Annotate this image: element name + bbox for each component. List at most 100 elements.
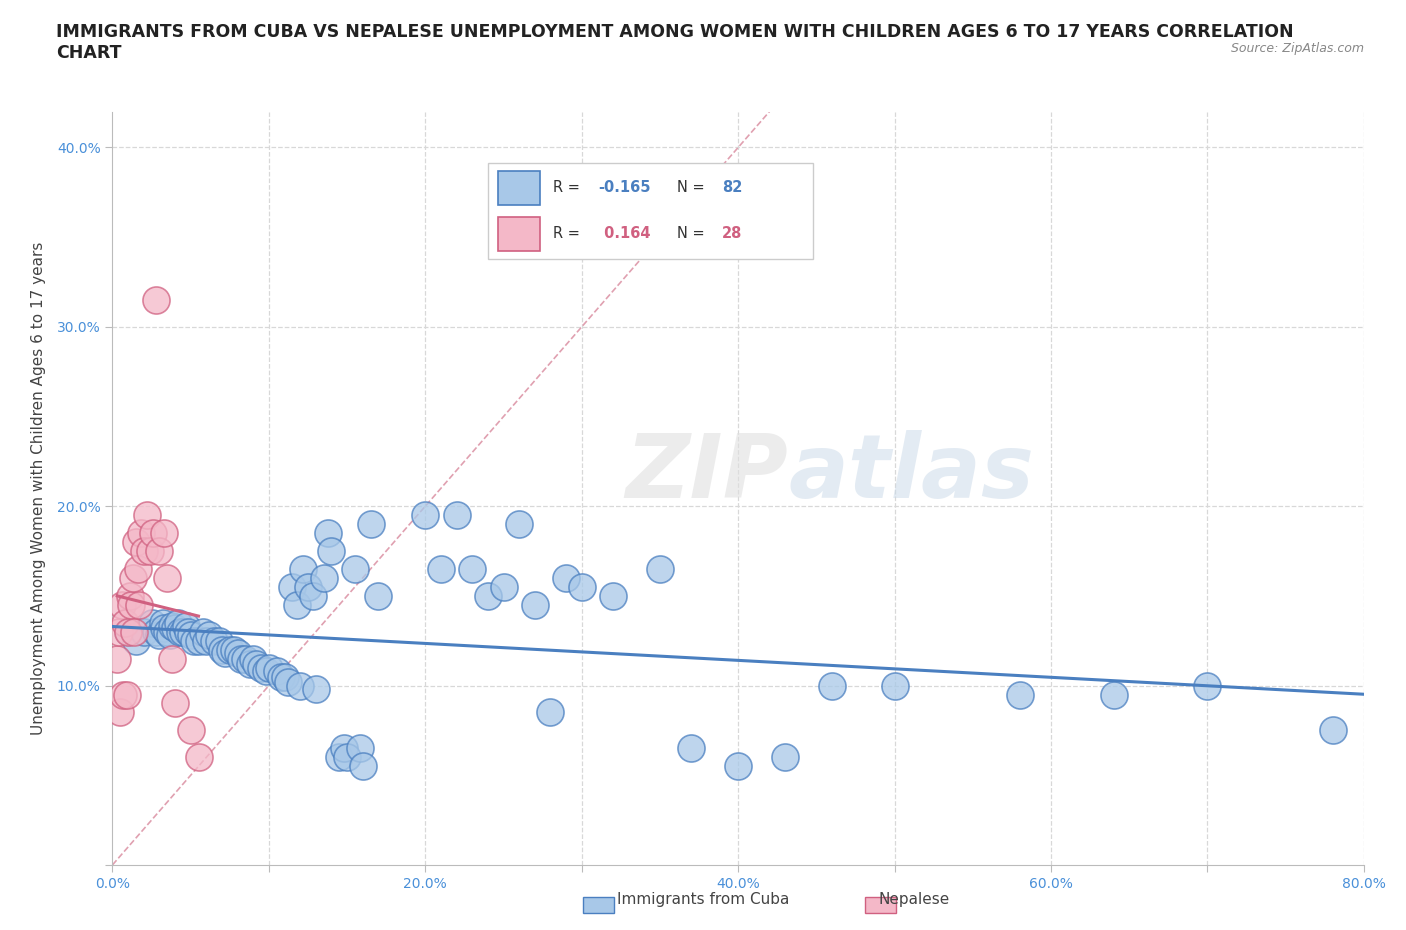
Point [821, 678, 844, 693]
Point [202, 633, 225, 648]
Point [128, 597, 150, 612]
Point [277, 674, 299, 689]
Point [169, 624, 191, 639]
Point [430, 562, 453, 577]
Point [132, 624, 155, 639]
Point [602, 589, 624, 604]
Point [239, 657, 262, 671]
Point [226, 645, 249, 660]
Point [285, 597, 308, 612]
Text: atlas: atlas [789, 430, 1033, 517]
Point [153, 525, 176, 540]
Point [183, 633, 205, 648]
Point [290, 678, 312, 693]
Point [117, 624, 139, 639]
Point [187, 633, 209, 648]
Point [120, 597, 142, 612]
Point [883, 678, 905, 693]
Point [148, 628, 170, 643]
Point [160, 651, 183, 666]
Point [112, 687, 135, 702]
Point [142, 525, 165, 540]
Point [145, 293, 167, 308]
FancyBboxPatch shape [488, 163, 813, 259]
Point [118, 589, 141, 604]
Text: 28: 28 [723, 226, 742, 241]
Point [266, 664, 288, 679]
Point [305, 682, 328, 697]
Point [174, 619, 197, 634]
Point [160, 619, 183, 634]
Point [129, 525, 152, 540]
Point [1197, 678, 1219, 693]
Point [273, 670, 295, 684]
Point [114, 616, 136, 631]
Point [214, 645, 236, 660]
Point [135, 508, 157, 523]
Point [125, 633, 148, 648]
Point [681, 741, 703, 756]
Text: 0.164: 0.164 [599, 226, 650, 241]
Point [163, 696, 186, 711]
Point [367, 589, 389, 604]
Point [540, 705, 562, 720]
Point [360, 517, 382, 532]
Text: Immigrants from Cuba: Immigrants from Cuba [617, 892, 789, 907]
Text: Nepalese: Nepalese [879, 892, 949, 907]
FancyBboxPatch shape [498, 217, 540, 251]
Point [242, 651, 264, 666]
Y-axis label: Unemployment Among Women with Children Ages 6 to 17 years: Unemployment Among Women with Children A… [31, 242, 45, 735]
Point [328, 750, 350, 764]
Point [139, 543, 162, 558]
Point [297, 579, 319, 594]
Point [105, 651, 128, 666]
Text: -0.165: -0.165 [599, 180, 651, 195]
Point [301, 589, 323, 604]
Point [349, 741, 371, 756]
Point [508, 517, 530, 532]
Point [107, 624, 129, 639]
Text: Source: ZipAtlas.com: Source: ZipAtlas.com [1230, 42, 1364, 55]
Point [415, 508, 437, 523]
Point [336, 750, 359, 764]
Point [127, 562, 149, 577]
Point [132, 543, 155, 558]
Point [1008, 687, 1031, 702]
Point [172, 624, 194, 639]
Point [254, 664, 277, 679]
Point [523, 597, 546, 612]
Point [148, 543, 170, 558]
Point [141, 616, 163, 631]
Point [193, 624, 215, 639]
Point [292, 562, 315, 577]
Point [352, 759, 374, 774]
Point [163, 620, 186, 635]
Point [124, 624, 146, 639]
Point [555, 570, 578, 585]
Point [218, 643, 240, 658]
Point [153, 620, 176, 635]
Point [211, 643, 233, 658]
Text: 82: 82 [723, 180, 742, 195]
Point [312, 570, 335, 585]
Point [125, 535, 148, 550]
Text: R =: R = [553, 226, 585, 241]
Point [176, 624, 198, 639]
Point [229, 651, 252, 666]
Point [1102, 687, 1125, 702]
Point [187, 750, 209, 764]
Point [198, 628, 221, 643]
Point [152, 616, 174, 631]
Point [1322, 723, 1344, 737]
Point [727, 759, 749, 774]
Point [159, 628, 181, 643]
Point [270, 670, 292, 684]
Text: ZIP: ZIP [626, 430, 789, 517]
Point [245, 657, 267, 671]
Point [117, 624, 139, 639]
Point [115, 687, 138, 702]
FancyBboxPatch shape [498, 171, 540, 205]
Point [121, 570, 143, 585]
Text: IMMIGRANTS FROM CUBA VS NEPALESE UNEMPLOYMENT AMONG WOMEN WITH CHILDREN AGES 6 T: IMMIGRANTS FROM CUBA VS NEPALESE UNEMPLO… [56, 23, 1294, 62]
Point [208, 633, 231, 648]
